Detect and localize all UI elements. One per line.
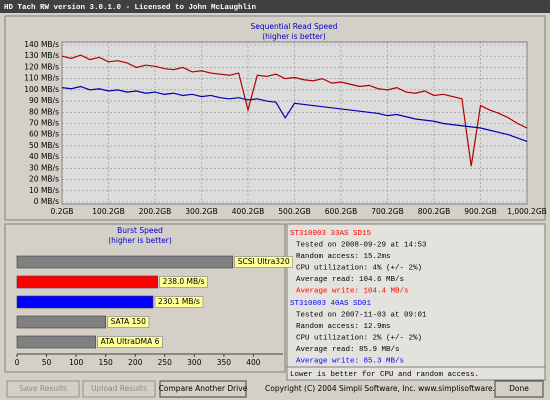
- y-tick-label: 80 MB/s: [29, 107, 59, 116]
- bar: [16, 335, 96, 349]
- x-tick-label: 600.2GB: [325, 207, 357, 216]
- bar-label: ATA UltraDMA 6: [101, 337, 160, 346]
- series-line: [61, 85, 528, 143]
- button-label: Done: [509, 384, 529, 393]
- series-line: [61, 54, 528, 167]
- chart-subtitle: (higher is better): [108, 236, 172, 245]
- result-line: Tested on 2008-09-29 at 14:53: [296, 241, 427, 249]
- y-tick-label: 0 MB/s: [34, 197, 59, 206]
- chart-title: Burst Speed: [117, 226, 163, 235]
- bar-label: SATA 150: [111, 317, 147, 326]
- button-face: [159, 380, 247, 398]
- y-tick-label: 50 MB/s: [29, 141, 59, 150]
- x-tick-label: 400.2GB: [232, 207, 264, 216]
- bar: [16, 315, 106, 329]
- result-line: CPU utilization: 2% (+/- 2%): [296, 334, 422, 342]
- y-tick-label: 40 MB/s: [29, 152, 59, 161]
- x-tick-label: 1,000.2GB: [507, 207, 547, 216]
- button-label: Save Results: [19, 384, 67, 393]
- y-tick-label: 70 MB/s: [29, 119, 59, 128]
- y-tick-label: 100 MB/s: [24, 85, 59, 94]
- x-tick-label: 350: [217, 358, 232, 367]
- x-tick-label: 800.2GB: [418, 207, 450, 216]
- x-tick-label: 100: [69, 358, 84, 367]
- x-tick-label: 900.2GB: [464, 207, 496, 216]
- button-face: [494, 380, 544, 398]
- result-line: Random access: 12.9ms: [296, 323, 391, 331]
- button: Upload Results: [82, 380, 156, 398]
- chart-title: Sequential Read Speed: [250, 22, 337, 31]
- bar-label: SCSI Ultra320: [238, 257, 290, 266]
- result-line: Tested on 2007-11-03 at 09:01: [296, 311, 427, 319]
- window-title: HD Tach RW version 3.0.1.0 - Licensed to…: [4, 4, 257, 12]
- button-face: [82, 380, 156, 398]
- drive-name: ST310003 33AS SD15: [290, 230, 372, 238]
- copyright: Copyright (C) 2004 Simpli Software, Inc.…: [265, 384, 511, 393]
- title-bar: [0, 0, 550, 13]
- status-text: Lower is better for CPU and random acces…: [290, 371, 479, 379]
- label-box: [107, 316, 150, 328]
- x-tick-label: 300: [187, 358, 202, 367]
- result-line: Average read: 85.9 MB/s: [296, 346, 400, 354]
- x-tick-label: 0.2GB: [51, 207, 74, 216]
- x-tick-label: 150: [99, 358, 114, 367]
- label-box: [159, 276, 208, 288]
- x-tick-label: 0: [15, 358, 20, 367]
- result-line: Average write: 85.3 MB/s: [296, 357, 404, 365]
- button-face: [6, 380, 80, 398]
- bar: [16, 275, 158, 289]
- label-box: [154, 296, 204, 308]
- bar: [16, 255, 234, 269]
- x-tick-label: 700.2GB: [371, 207, 403, 216]
- button[interactable]: Done: [494, 380, 544, 398]
- bar: [16, 295, 154, 309]
- y-tick-label: 90 MB/s: [29, 96, 59, 105]
- x-tick-label: 250: [158, 358, 173, 367]
- button[interactable]: Compare Another Drive: [159, 380, 248, 398]
- result-line: Average read: 104.6 MB/s: [296, 276, 404, 284]
- x-tick-label: 500.2GB: [278, 207, 310, 216]
- x-tick-label: 100.2GB: [92, 207, 124, 216]
- x-tick-label: 200.2GB: [139, 207, 171, 216]
- x-tick-label: 200: [128, 358, 143, 367]
- label-box: [234, 256, 293, 268]
- y-tick-label: 20 MB/s: [29, 175, 59, 184]
- y-tick-label: 120 MB/s: [24, 62, 59, 71]
- y-tick-label: 140 MB/s: [24, 40, 59, 49]
- label-box: [97, 336, 163, 348]
- y-tick-label: 60 MB/s: [29, 130, 59, 139]
- result-line: Average write: 104.4 MB/s: [296, 287, 409, 295]
- bar-label: 238.0 MB/s: [163, 277, 205, 286]
- button-label: Upload Results: [91, 384, 147, 393]
- button-label: Compare Another Drive: [159, 384, 248, 393]
- x-tick-label: 300.2GB: [185, 207, 217, 216]
- y-tick-label: 110 MB/s: [24, 74, 59, 83]
- y-tick-label: 130 MB/s: [24, 51, 59, 60]
- y-tick-label: 30 MB/s: [29, 163, 59, 172]
- chart-subtitle: (higher is better): [262, 32, 326, 41]
- bar-label: 230.1 MB/s: [158, 297, 200, 306]
- drive-name: ST310003 40AS SD01: [290, 300, 372, 308]
- button: Save Results: [6, 380, 80, 398]
- x-tick-label: 400: [246, 358, 261, 367]
- result-line: CPU utilization: 4% (+/- 2%): [296, 264, 422, 272]
- result-line: Random access: 15.2ms: [296, 253, 391, 261]
- x-tick-label: 50: [42, 358, 52, 367]
- y-tick-label: 10 MB/s: [29, 186, 59, 195]
- results-panel: [286, 223, 546, 381]
